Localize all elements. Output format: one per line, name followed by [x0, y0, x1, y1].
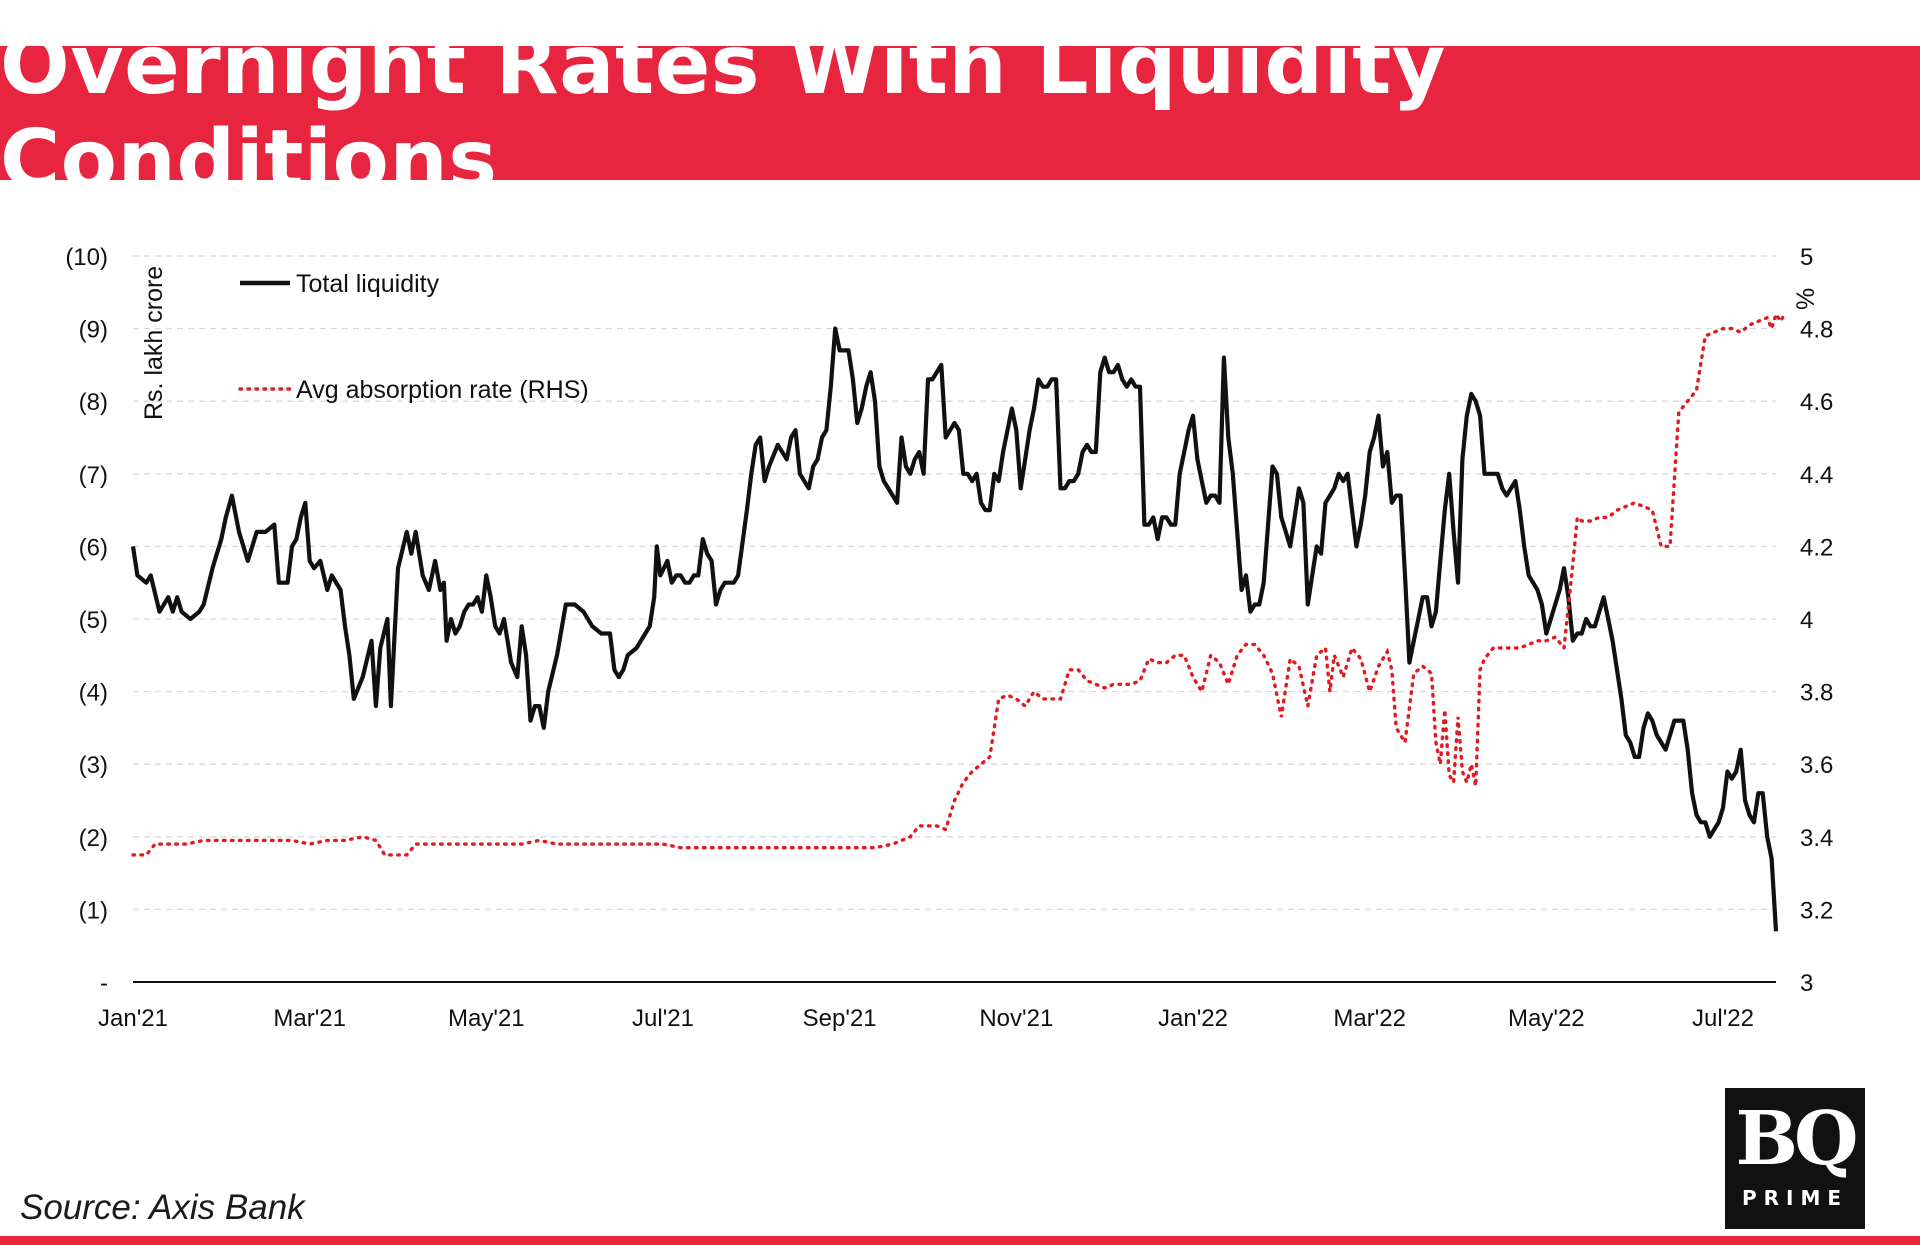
bq-prime-logo: BQ PRIME [1725, 1088, 1865, 1229]
x-tick-label: Jul'22 [1692, 1005, 1754, 1032]
y-right-tick-label: 4.4 [1800, 462, 1833, 489]
y-left-tick-label: (2) [79, 825, 108, 852]
y-right-tick-label: 3.6 [1800, 752, 1833, 779]
y-left-tick-label: (4) [79, 680, 108, 707]
x-tick-label: Sep'21 [803, 1005, 877, 1032]
x-tick-label: Mar'22 [1333, 1005, 1406, 1032]
x-tick-label: Jan'21 [98, 1005, 168, 1032]
y-right-tick-label: 4.8 [1800, 317, 1833, 344]
y-left-axis-title: Rs. lakh crore [140, 266, 168, 420]
chart-title: Overnight Rates With Liquidity Condition… [0, 18, 1446, 208]
x-tick-label: Jan'22 [1158, 1005, 1228, 1032]
x-tick-label: Nov'21 [979, 1005, 1053, 1032]
logo-sub: PRIME [1741, 1186, 1849, 1210]
x-tick-label: May'21 [448, 1005, 525, 1032]
y-left-tick-label: (5) [79, 607, 108, 634]
source-note: Source: Axis Bank [20, 1188, 305, 1227]
y-left-tick-label: (6) [79, 534, 108, 561]
x-tick-label: Mar'21 [273, 1005, 346, 1032]
y-right-tick-label: 3.8 [1800, 680, 1833, 707]
y-right-tick-label: 3 [1800, 970, 1813, 997]
series-absorption-rate-line [131, 309, 1787, 857]
y-right-tick-label: 4 [1800, 607, 1813, 634]
logo-main: BQ [1735, 1096, 1858, 1182]
y-left-tick-label: (9) [79, 317, 108, 344]
y-left-tick-label: (10) [65, 244, 108, 271]
title-banner: Overnight Rates With Liquidity Condition… [0, 18, 1920, 208]
legend-liquidity-label: Total liquidity [296, 270, 440, 298]
series-total-liquidity-line [130, 326, 1779, 932]
legend-rate-label: Avg absorption rate (RHS) [296, 376, 589, 404]
y-right-axis-title: % [1792, 288, 1820, 310]
y-left-tick-label: (3) [79, 752, 108, 779]
y-right-tick-label: 5 [1800, 244, 1813, 271]
y-left-tick-label: (1) [79, 897, 108, 924]
y-left-tick-label: (7) [79, 462, 108, 489]
y-right-tick-label: 4.2 [1800, 534, 1833, 561]
bottom-accent-line [0, 1236, 1920, 1245]
x-tick-label: May'22 [1508, 1005, 1585, 1032]
y-left-tick-label: - [100, 970, 108, 997]
x-tick-label: Jul'21 [632, 1005, 694, 1032]
y-right-tick-label: 4.6 [1800, 389, 1833, 416]
y-left-tick-label: (8) [79, 389, 108, 416]
y-right-tick-label: 3.4 [1800, 825, 1833, 852]
y-right-tick-label: 3.2 [1800, 897, 1833, 924]
